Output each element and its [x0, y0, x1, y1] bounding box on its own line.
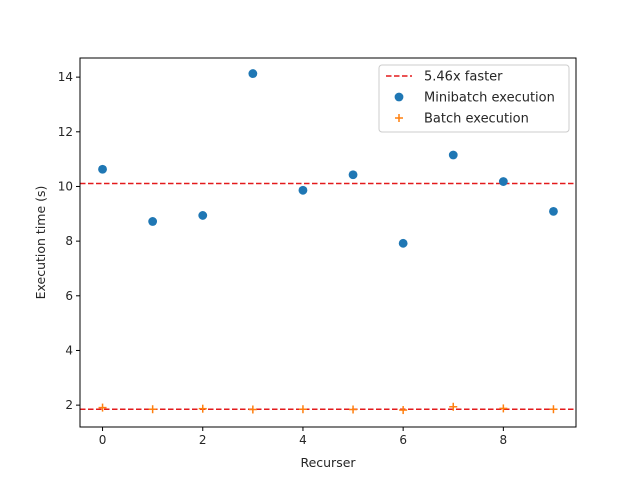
- x-tick-label: 4: [299, 433, 307, 447]
- x-tick-label: 2: [199, 433, 207, 447]
- legend-label: Minibatch execution: [424, 91, 555, 106]
- batch-point: [399, 406, 408, 415]
- legend-label: 5.46x faster: [424, 70, 503, 85]
- minibatch-point: [148, 217, 158, 226]
- y-tick-label: 6: [65, 289, 73, 303]
- minibatch-point: [198, 211, 208, 220]
- legend-item-minibatch: Minibatch execution: [394, 91, 555, 106]
- batch-point: [98, 403, 107, 412]
- series-batch: [98, 402, 558, 415]
- minibatch-point: [448, 150, 458, 160]
- legend-item-batch: Batch execution: [395, 112, 529, 127]
- batch-point: [499, 404, 508, 413]
- legend-label: Batch execution: [424, 112, 529, 127]
- x-axis-title: Recurser: [300, 455, 356, 470]
- batch-point: [298, 405, 307, 414]
- series-minibatch: [98, 69, 558, 248]
- legend-item-reference: 5.46x faster: [386, 70, 503, 85]
- batch-point: [349, 405, 358, 414]
- minibatch-point: [498, 177, 508, 186]
- legend: 5.46x faster Minibatch execution Batch exe…: [378, 64, 570, 133]
- y-axis: 2 4 6 8 10 12 14: [58, 70, 80, 412]
- plot-area: [80, 69, 576, 415]
- batch-point: [449, 402, 458, 411]
- y-tick-label: 4: [65, 343, 73, 357]
- legend-box: [378, 64, 570, 133]
- legend-marker-icon: [394, 92, 404, 102]
- batch-point: [549, 405, 558, 414]
- y-tick-label: 8: [65, 234, 73, 248]
- batch-point: [248, 405, 257, 414]
- y-tick-label: 12: [58, 125, 73, 139]
- y-tick-label: 14: [58, 70, 73, 84]
- batch-point: [148, 405, 157, 414]
- batch-point: [198, 404, 207, 413]
- x-axis: 0 2 4 6 8: [99, 427, 507, 447]
- x-tick-label: 6: [399, 433, 407, 447]
- minibatch-point: [398, 238, 408, 248]
- minibatch-point: [98, 164, 107, 174]
- y-tick-label: 10: [58, 179, 73, 193]
- minibatch-point: [549, 206, 558, 216]
- minibatch-point: [248, 69, 258, 78]
- minibatch-point: [348, 170, 358, 180]
- x-tick-label: 8: [500, 433, 508, 447]
- axes-frame: [79, 57, 577, 428]
- y-axis-title: Execution time (s): [33, 186, 48, 300]
- legend-marker-icon: [395, 114, 403, 122]
- minibatch-point: [298, 185, 308, 195]
- y-tick-label: 2: [65, 398, 73, 412]
- x-tick-label: 0: [99, 433, 107, 447]
